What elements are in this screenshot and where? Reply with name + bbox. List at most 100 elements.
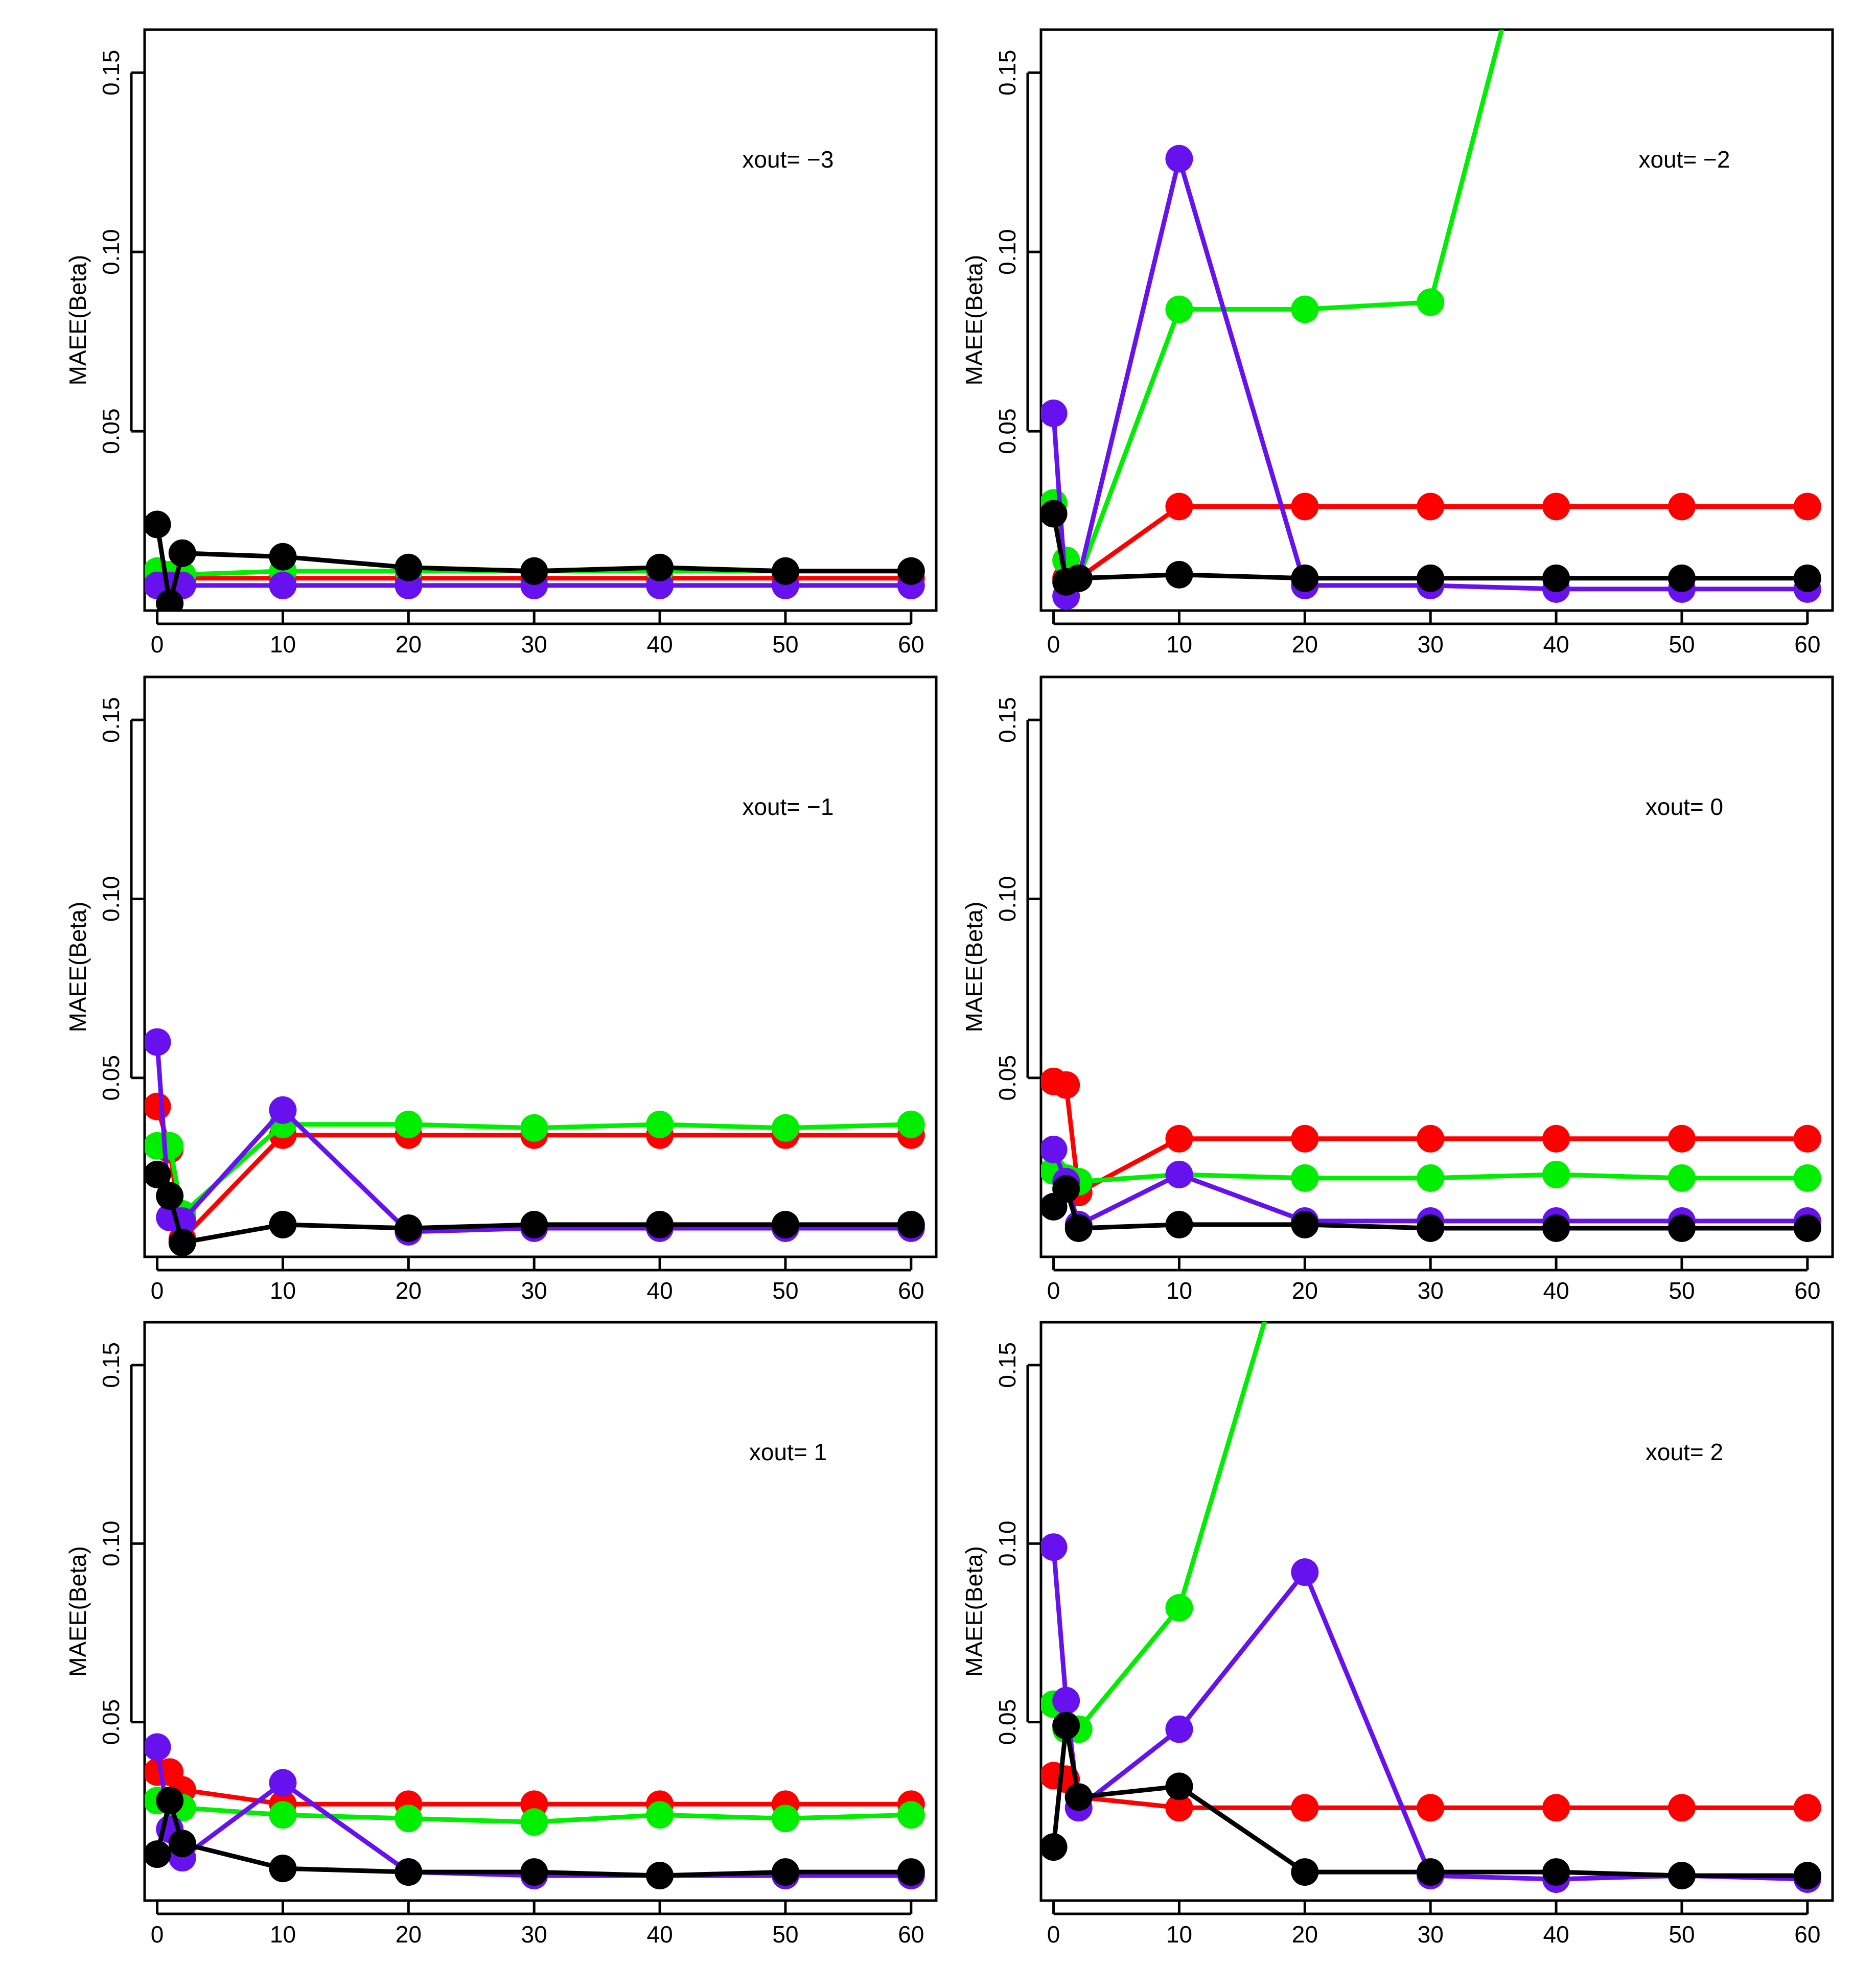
point-green — [156, 1132, 184, 1160]
x-tick-label: 40 — [646, 631, 673, 658]
x-tick-label: 30 — [521, 1921, 547, 1948]
point-purple — [1052, 1687, 1080, 1715]
panel-label: xout= 2 — [1646, 1439, 1723, 1465]
point-black — [520, 1858, 548, 1886]
y-tick-label: 0.05 — [98, 1055, 124, 1101]
point-purple — [269, 571, 297, 599]
x-tick-label: 60 — [898, 631, 924, 658]
x-tick-label: 30 — [521, 1277, 547, 1304]
x-tick-label: 60 — [1794, 1277, 1820, 1304]
y-tick-label: 0.05 — [98, 408, 124, 454]
point-black — [145, 1160, 171, 1188]
x-tick-label: 60 — [1794, 1921, 1820, 1948]
point-purple — [269, 1769, 297, 1797]
point-black — [1291, 1210, 1319, 1238]
point-red — [1165, 1794, 1193, 1822]
point-black — [269, 1855, 297, 1883]
x-tick-label: 40 — [646, 1921, 673, 1948]
point-black — [395, 1858, 423, 1886]
x-tick-label: 20 — [396, 1921, 422, 1948]
point-black — [156, 1787, 184, 1815]
y-tick-label: 0.10 — [994, 1520, 1021, 1566]
y-tick-label: 0.10 — [994, 229, 1021, 275]
x-tick-label: 50 — [1669, 1921, 1695, 1948]
point-purple — [1165, 1160, 1193, 1188]
x-tick-label: 10 — [270, 631, 296, 658]
x-tick-label: 40 — [1543, 1921, 1569, 1948]
point-black — [1793, 1862, 1821, 1890]
x-tick-label: 20 — [1292, 631, 1318, 658]
point-red — [1542, 1794, 1570, 1822]
x-tick-label: 20 — [396, 631, 422, 658]
point-red — [1291, 1794, 1319, 1822]
point-black — [156, 589, 184, 611]
x-tick-label: 50 — [772, 1921, 798, 1948]
point-green — [395, 1805, 423, 1833]
point-black — [1667, 564, 1696, 592]
x-tick-label: 0 — [1047, 631, 1060, 658]
x-tick-label: 10 — [1166, 1921, 1192, 1948]
point-green — [646, 1110, 674, 1138]
point-green — [1291, 295, 1319, 323]
point-green — [1793, 1164, 1821, 1192]
point-green — [1542, 1160, 1570, 1188]
x-tick-label: 10 — [1166, 631, 1192, 658]
chart-panel-6: 0 10 20 30 40 50 60 0.05 0.10 0.15 MAEE(Beta) xout=… — [961, 1321, 1834, 1948]
point-black — [1165, 1210, 1193, 1238]
point-black — [771, 557, 799, 585]
point-black — [1064, 1214, 1093, 1242]
point-red — [1667, 1125, 1696, 1153]
panel-label: xout= −1 — [742, 793, 833, 820]
point-black — [1542, 1214, 1570, 1242]
point-black — [1041, 500, 1068, 528]
point-black — [520, 557, 548, 585]
x-tick-label: 30 — [521, 631, 547, 658]
plot-frame — [143, 28, 938, 612]
point-black — [897, 1210, 925, 1238]
plot-frame — [1039, 675, 1834, 1258]
x-tick-label: 50 — [1669, 1277, 1695, 1304]
point-black — [520, 1210, 548, 1238]
chart-panel-5: 0 10 20 30 40 50 60 0.05 0.10 0.15 MAEE(Beta) xout=… — [64, 1321, 938, 1948]
x-tick-label: 60 — [898, 1277, 924, 1304]
x-tick-label: 0 — [151, 631, 164, 658]
point-black — [1291, 564, 1319, 592]
y-tick-label: 0.15 — [994, 50, 1021, 96]
panel-label: xout= −2 — [1638, 146, 1730, 173]
point-black — [395, 553, 423, 581]
point-red — [1052, 1071, 1080, 1099]
x-tick-label: 10 — [270, 1277, 296, 1304]
point-black — [168, 1228, 196, 1256]
x-tick-label: 60 — [898, 1921, 924, 1948]
point-red — [1542, 493, 1570, 521]
point-red — [1667, 493, 1696, 521]
x-tick-label: 0 — [1047, 1921, 1060, 1948]
point-purple — [269, 1096, 297, 1124]
panel-label: xout= −3 — [742, 146, 833, 173]
point-black — [1667, 1214, 1696, 1242]
point-black — [1165, 1772, 1193, 1800]
chart-panel-1: 0 10 20 30 40 50 60 0.05 0.10 0.15 MAEE(Beta) xout=… — [64, 28, 938, 658]
point-red — [1417, 493, 1445, 521]
point-purple — [1041, 1135, 1068, 1163]
chart-panel-4: 0 10 20 30 40 50 60 0.05 0.10 0.15 MAEE(Beta) xout=… — [961, 675, 1834, 1304]
y-tick-label: 0.10 — [994, 876, 1021, 922]
point-purple — [1041, 399, 1068, 427]
point-black — [897, 1858, 925, 1886]
y-axis-title: MAEE(Beta) — [64, 255, 91, 386]
point-black — [897, 557, 925, 585]
point-black — [1417, 564, 1445, 592]
y-tick-label: 0.15 — [98, 1342, 124, 1388]
point-purple — [1041, 1533, 1068, 1561]
panel-label: xout= 1 — [749, 1439, 827, 1465]
point-black — [646, 553, 674, 581]
x-tick-label: 10 — [270, 1921, 296, 1948]
y-tick-label: 0.05 — [994, 1699, 1021, 1745]
point-black — [1165, 560, 1193, 589]
point-green — [897, 1801, 925, 1829]
point-black — [1417, 1858, 1445, 1886]
point-green — [771, 1805, 799, 1833]
y-tick-label: 0.05 — [994, 1055, 1021, 1101]
point-red — [1291, 1125, 1319, 1153]
point-red — [1165, 493, 1193, 521]
